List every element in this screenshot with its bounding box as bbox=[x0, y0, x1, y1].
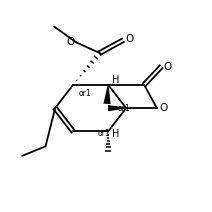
Text: H: H bbox=[112, 128, 120, 139]
Text: or1: or1 bbox=[118, 104, 130, 113]
Text: or1: or1 bbox=[98, 129, 110, 138]
Text: O: O bbox=[164, 62, 172, 72]
Text: O: O bbox=[66, 37, 74, 47]
Polygon shape bbox=[108, 105, 126, 111]
Text: O: O bbox=[159, 103, 168, 113]
Polygon shape bbox=[103, 85, 111, 104]
Text: O: O bbox=[125, 34, 133, 44]
Text: H: H bbox=[112, 75, 120, 85]
Text: or1: or1 bbox=[78, 89, 91, 98]
